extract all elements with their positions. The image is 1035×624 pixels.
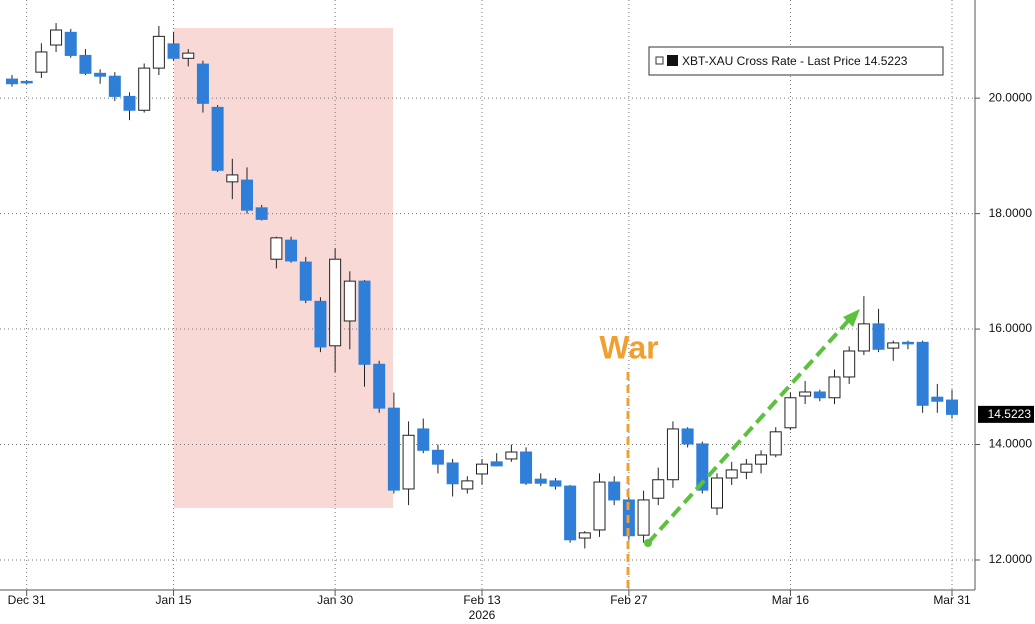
candle-body [755,454,768,465]
candle-body [652,479,665,499]
x-tick-label: Mar 31 [933,593,971,607]
legend: XBT-XAU Cross Rate - Last Price 14.5223 [648,46,944,76]
x-tick-label: Jan 30 [317,593,353,607]
candle-body [857,323,870,352]
candle-body [50,29,63,46]
y-tick-label: 12.0000 [989,552,1033,566]
x-tick-label: Jan 15 [156,593,192,607]
candle-body [666,428,679,481]
candle-body [64,31,77,56]
candle-body [446,462,459,485]
candle-body [226,174,239,183]
candle-body [431,449,444,465]
trend-arrow-head [843,309,860,327]
legend-name: XBT-XAU Cross Rate - Last Price [682,54,861,68]
candle-body [387,407,400,491]
last-price-label: 14.5223 [988,407,1032,421]
candle-body [20,80,33,84]
candle-body [35,51,48,73]
candle-body [740,463,753,473]
candle-body [916,341,929,406]
candle-body [270,237,283,260]
candle-body [314,300,327,348]
trend-arrow-start [644,539,652,547]
candle-body [402,434,415,490]
candle-body [681,428,694,445]
candle-body [123,95,136,111]
candle-body [901,341,914,345]
x-tick-label: Feb 27 [610,593,648,607]
x-tick-label: Dec 31 [8,593,46,607]
candle-body [769,431,782,456]
candle-body [461,480,474,490]
candle-body [417,428,430,451]
candle-body [299,261,312,301]
candle-body [637,499,650,536]
event-label: War [599,329,658,365]
y-tick-label: 18.0000 [989,206,1033,220]
candle-body [593,481,606,531]
trend-arrow [646,319,850,545]
legend-swatch [667,55,678,66]
candle-body [211,106,224,171]
candle-body [505,451,518,460]
candle-body [241,179,253,211]
candle-body [608,481,621,501]
x-year-label: 2026 [469,608,496,622]
candle-body [196,63,209,104]
y-tick-label: 20.0000 [989,90,1033,104]
candle-body [373,363,386,409]
legend-label: XBT-XAU Cross Rate - Last Price 14.5223 [682,54,908,68]
y-tick-label: 16.0000 [989,321,1033,335]
candle-body [343,280,356,322]
candle-body [476,463,488,475]
candle-body [329,258,342,347]
legend-icon [655,56,664,65]
candle-body [946,399,958,415]
candle-body [931,396,944,402]
candle-body [6,78,18,85]
candle-body [79,54,92,74]
grid [0,0,975,590]
last-price-tag: 14.5223 [978,405,1034,423]
candle-body [872,323,885,350]
candle-body [534,478,547,484]
candle-body [711,477,723,509]
candle-body [490,461,503,467]
candle-body [94,72,107,77]
legend-last: 14.5223 [864,54,908,68]
candle-body [784,397,797,429]
candle-body [813,391,826,399]
candle-body [799,391,812,397]
candle-body [578,532,591,539]
candle-body [520,451,533,484]
last-price-box [978,405,1034,423]
candle-body [549,480,562,487]
candle-body [358,280,371,365]
x-tick-label: Mar 16 [772,593,810,607]
legend-box [648,46,944,76]
candle-body [285,239,298,262]
candle-body [152,35,165,69]
candles [6,23,958,549]
candle-body [108,75,121,97]
candle-body [138,67,151,111]
candle-body [182,52,195,59]
candle-body [843,350,856,378]
x-tick-label: Feb 13 [463,593,501,607]
highlight-region [174,28,393,508]
candle-body [564,485,577,541]
candle-body [887,342,900,349]
candle-body [167,43,180,59]
candle-body [696,443,709,491]
y-tick-label: 14.0000 [989,437,1033,451]
candle-body [828,376,841,399]
candle-body [255,207,268,220]
candle-body [725,469,738,479]
